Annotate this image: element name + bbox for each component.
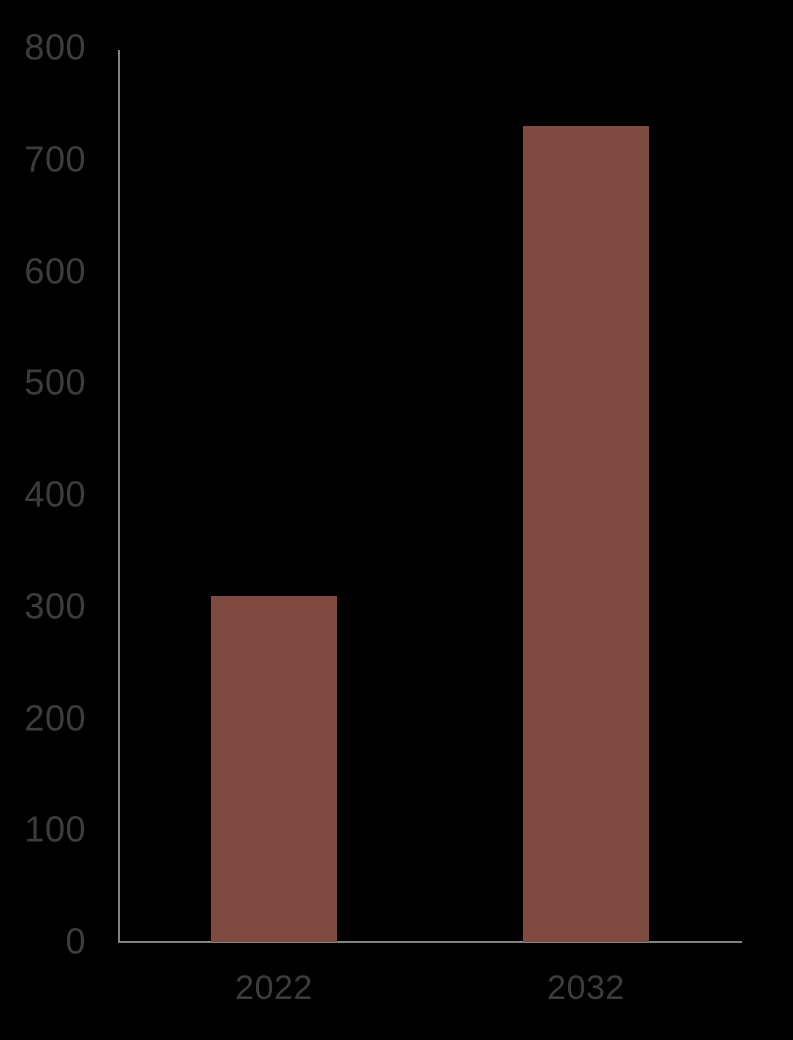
y-tick-label: 300 [24, 585, 86, 627]
bar-2032 [523, 126, 649, 942]
y-tick-label: 400 [24, 473, 86, 515]
y-tick-label: 600 [24, 249, 86, 291]
y-axis-line [118, 50, 120, 943]
x-category-label: 2022 [235, 969, 313, 1007]
y-tick-label: 200 [24, 696, 86, 738]
y-tick-label: 700 [24, 138, 86, 180]
bar-2022 [211, 595, 337, 942]
y-tick-label: 800 [24, 26, 86, 68]
x-axis-line [118, 941, 742, 943]
y-tick-label: 500 [24, 361, 86, 403]
y-tick-label: 100 [24, 808, 86, 850]
y-tick-label: 0 [65, 920, 86, 962]
x-category-label: 2032 [547, 969, 625, 1007]
